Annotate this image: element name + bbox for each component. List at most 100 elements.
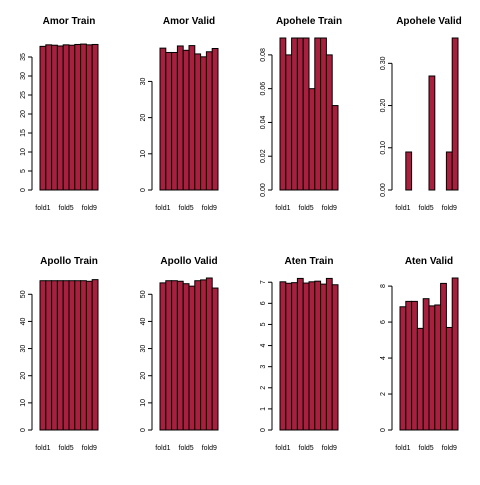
y-tick-label: 0	[380, 428, 387, 432]
y-tick-label: 2	[380, 392, 387, 396]
bar-fold7	[314, 37, 322, 191]
y-tick-label: 0	[20, 428, 27, 432]
bar-fold5	[182, 49, 190, 191]
bar-fold1	[159, 282, 167, 431]
bar-fold2	[45, 280, 53, 431]
y-tick-label: 0.00	[380, 183, 387, 197]
y-tick-label: 20	[140, 114, 147, 122]
bar-fold4	[296, 37, 304, 191]
x-tick-label: fold5	[179, 445, 194, 452]
panel-3: Apohele Valid 0.00 0.10 0.20 0.30 fold1 fold5 f…	[380, 16, 462, 212]
bar-fold3	[171, 51, 178, 191]
panel-0: Amor Train 0 5 10 15 20 25 30 35 fold1 fold5 fold9	[20, 16, 99, 212]
y-tick-label: 30	[20, 72, 27, 80]
x-tick-label: fold9	[82, 205, 97, 212]
bar-fold7	[194, 280, 202, 431]
bar-fold9	[325, 277, 333, 431]
panel-title: Aten Valid	[405, 256, 453, 267]
y-tick-label: 40	[20, 317, 27, 325]
bar-fold3	[51, 280, 58, 431]
bar-fold6	[188, 285, 196, 431]
bar-fold8	[200, 56, 207, 191]
panel-title: Amor Train	[43, 16, 96, 27]
x-tick-label: fold1	[35, 445, 50, 452]
y-tick-label: 0.20	[380, 99, 387, 113]
x-tick-label: fold9	[322, 205, 337, 212]
y-tick-label: 0.10	[380, 141, 387, 155]
x-tick-label: fold5	[299, 445, 314, 452]
x-tick-label: fold5	[59, 445, 74, 452]
y-tick-label: 0	[140, 428, 147, 432]
bar-fold9	[205, 51, 213, 191]
x-tick-label: fold5	[299, 205, 314, 212]
y-tick-label: 6	[380, 320, 387, 324]
bar-fold9	[325, 54, 333, 191]
bar-fold5	[302, 37, 310, 191]
y-tick-label: 20	[140, 372, 147, 380]
bar-fold1	[39, 280, 47, 431]
y-tick-label: 10	[140, 399, 147, 407]
x-tick-label: fold9	[82, 445, 97, 452]
bar-fold4	[296, 277, 304, 431]
bar-fold3	[291, 37, 298, 191]
x-tick-label: fold1	[155, 445, 170, 452]
bar-fold9	[445, 151, 453, 191]
y-tick-label: 30	[140, 345, 147, 353]
bar-fold4	[56, 280, 64, 431]
bar-fold10	[211, 47, 219, 191]
bar-fold9	[205, 277, 213, 431]
bar-fold1	[399, 306, 407, 431]
panel-title: Apohele Train	[276, 16, 342, 27]
x-tick-label: fold1	[155, 205, 170, 212]
y-tick-label: 0.00	[260, 183, 267, 197]
bar-fold1	[39, 45, 47, 191]
y-tick-label: 0	[260, 428, 267, 432]
panel-title: Apollo Train	[40, 256, 98, 267]
y-tick-label: 0.02	[260, 149, 267, 163]
bar-fold6	[308, 88, 316, 191]
bar-fold8	[320, 37, 327, 191]
bar-fold3	[51, 44, 58, 191]
y-tick-label: 50	[20, 290, 27, 298]
bar-fold2	[45, 44, 53, 191]
bar-fold2	[285, 54, 293, 191]
bar-fold8	[200, 279, 207, 431]
y-tick-label: 50	[140, 290, 147, 298]
bar-fold7	[194, 53, 202, 191]
bar-fold2	[405, 151, 413, 191]
y-tick-label: 30	[20, 345, 27, 353]
bar-fold1	[279, 281, 287, 431]
bar-fold2	[285, 282, 293, 431]
bar-fold3	[171, 280, 178, 431]
bar-fold3	[411, 300, 418, 431]
x-tick-label: fold1	[275, 445, 290, 452]
bar-fold8	[80, 43, 87, 191]
bar-fold8	[440, 282, 447, 431]
panel-title: Aten Train	[285, 256, 334, 267]
panel-7: Aten Valid 0 2 4 6 8 fold1 fold5 fold9	[380, 256, 459, 452]
bar-fold10	[211, 287, 219, 431]
y-tick-label: 30	[140, 77, 147, 85]
y-tick-label: 10	[20, 399, 27, 407]
y-tick-label: 0.04	[260, 116, 267, 130]
y-tick-label: 20	[20, 110, 27, 118]
x-tick-label: fold1	[395, 205, 410, 212]
bar-fold7	[74, 43, 82, 191]
bar-fold8	[320, 283, 327, 431]
bar-fold7	[434, 304, 442, 431]
y-tick-label: 6	[260, 301, 267, 305]
y-tick-label: 15	[20, 129, 27, 137]
bar-fold6	[68, 44, 76, 191]
bar-fold8	[80, 280, 87, 431]
y-tick-label: 4	[260, 344, 267, 348]
y-tick-label: 0.06	[260, 82, 267, 96]
y-tick-label: 10	[20, 148, 27, 156]
bar-fold9	[445, 326, 453, 431]
bar-fold5	[62, 44, 70, 191]
x-tick-label: fold5	[179, 205, 194, 212]
x-tick-label: fold9	[202, 445, 217, 452]
bar-fold6	[428, 305, 436, 431]
y-tick-label: 25	[20, 91, 27, 99]
